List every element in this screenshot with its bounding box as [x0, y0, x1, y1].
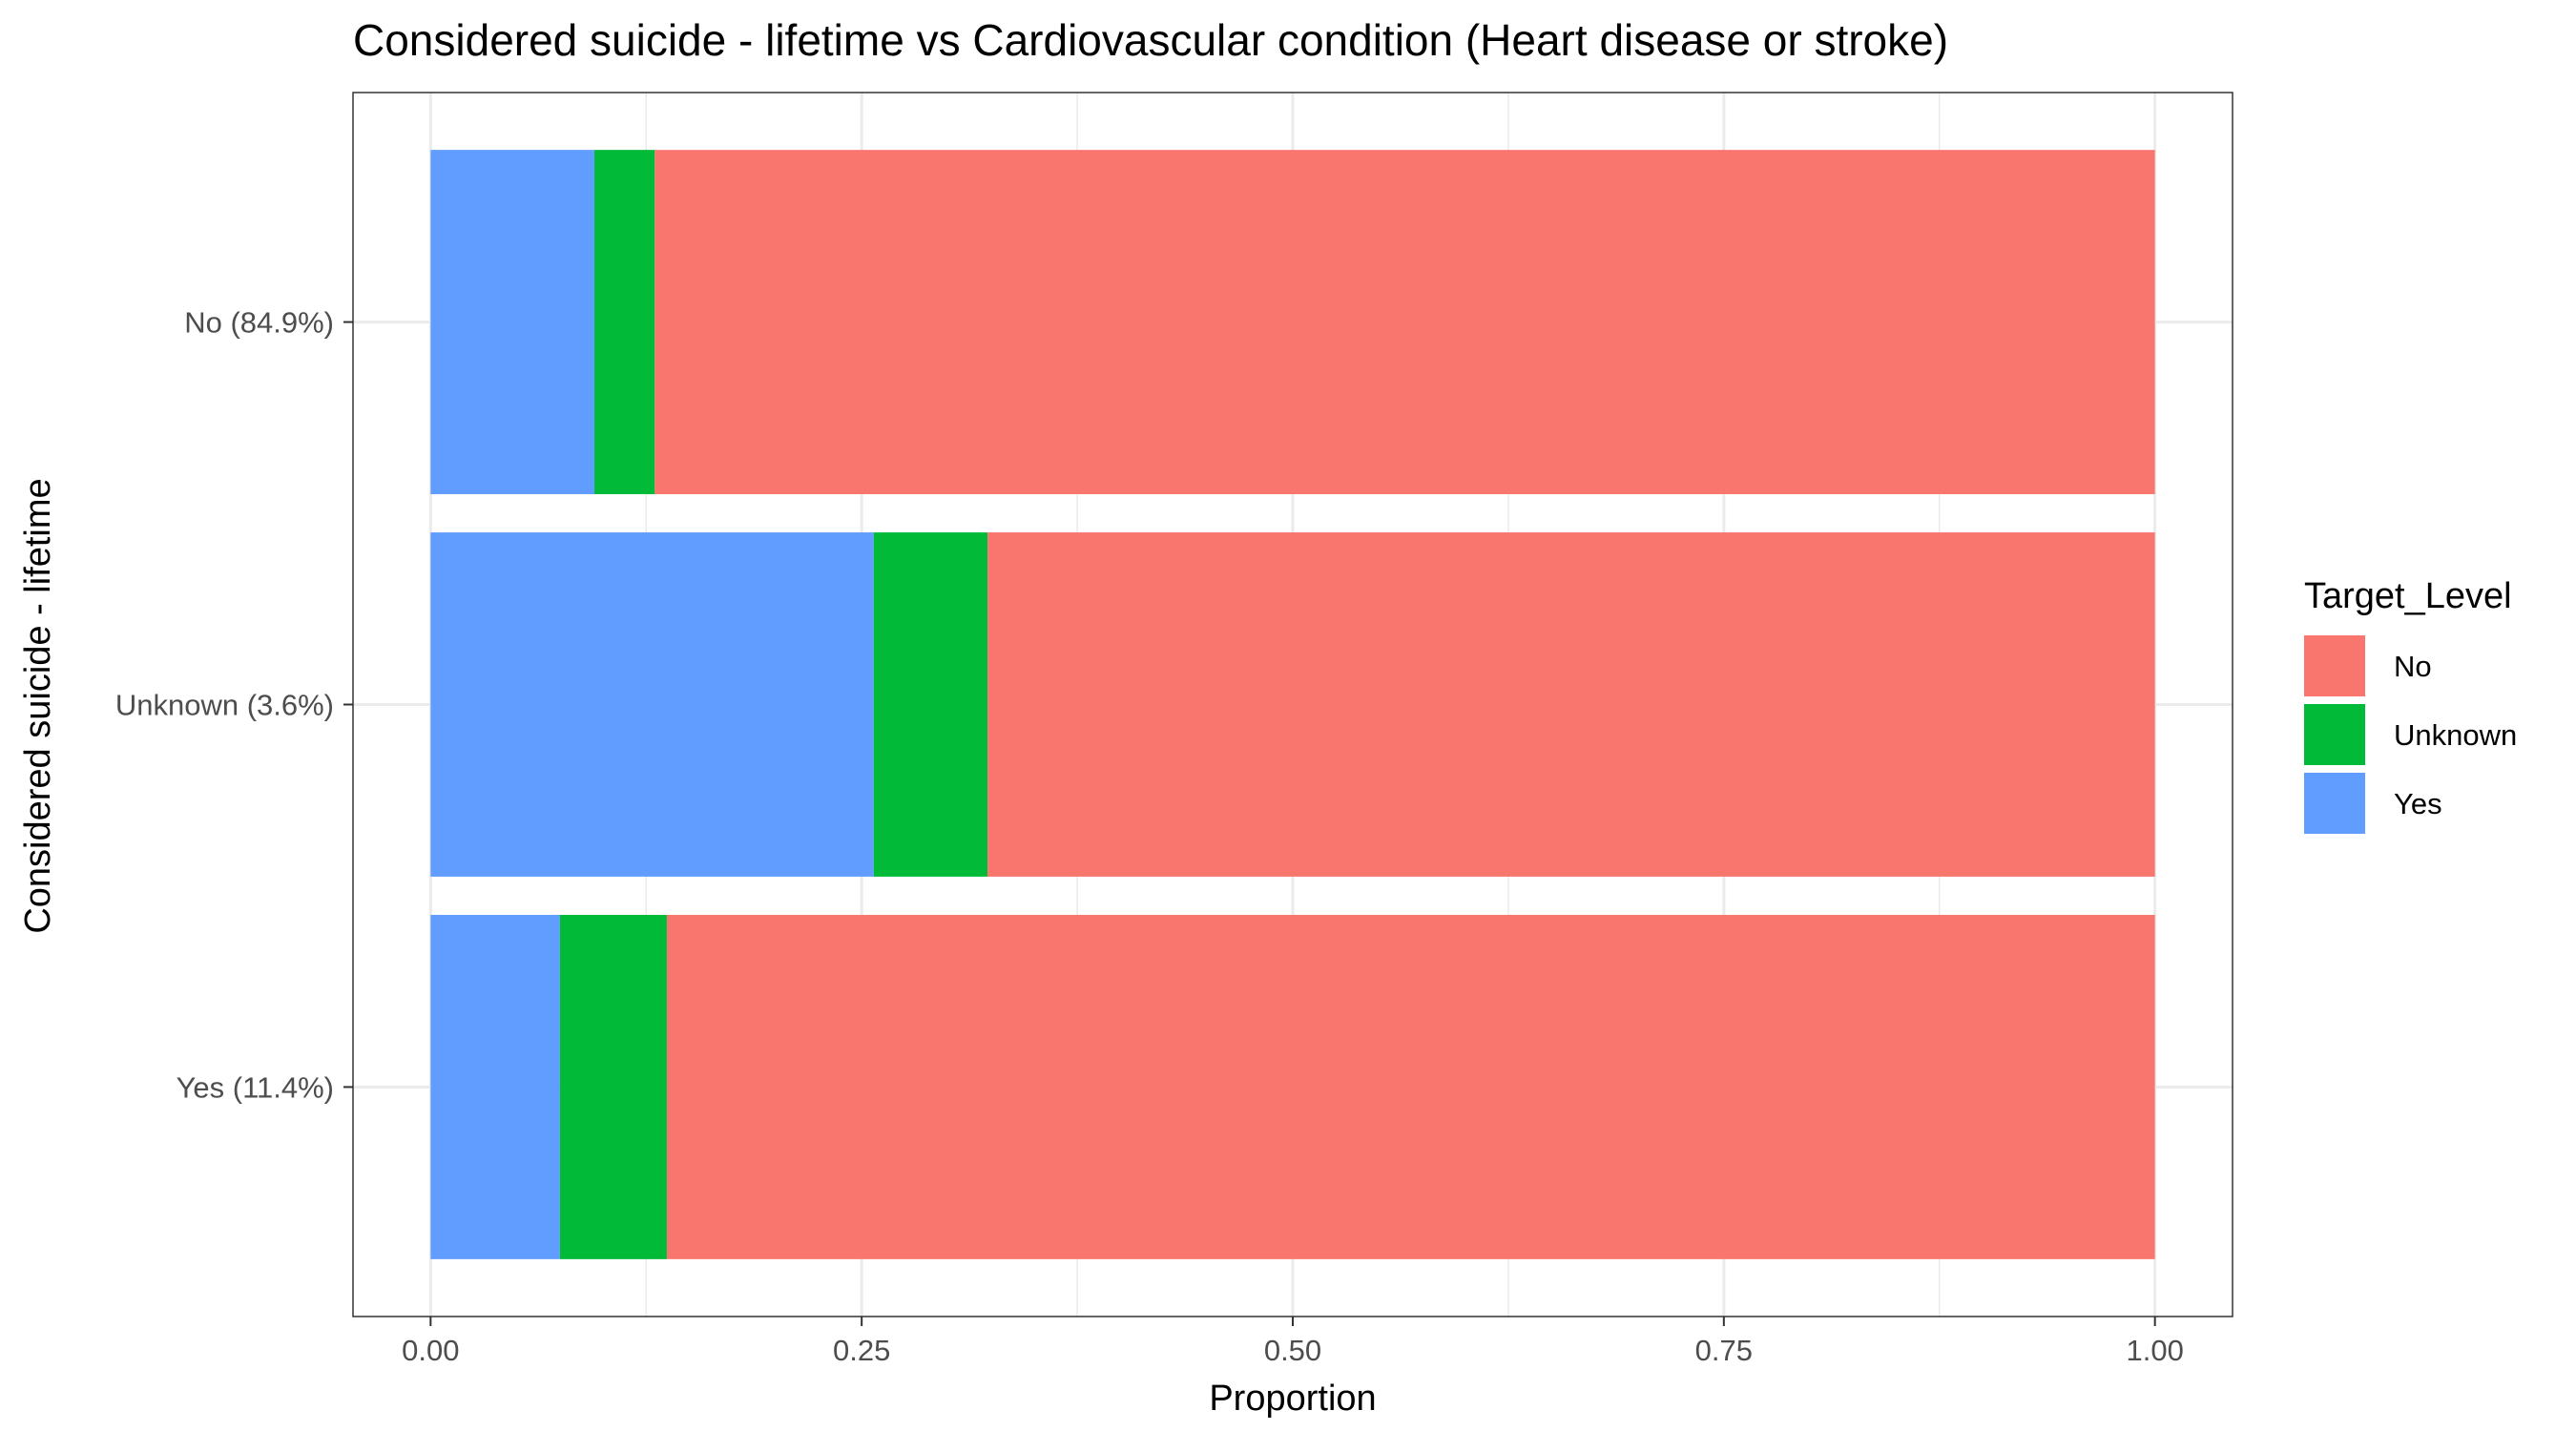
x-tick-label: 0.50	[1264, 1334, 1321, 1367]
bar-no-1	[987, 532, 2155, 877]
y-tick-label: No (84.9%)	[184, 306, 334, 340]
x-axis: 0.00 0.25 0.50 0.75 1.00	[402, 1317, 2184, 1367]
bar-yes-2	[430, 150, 595, 494]
bar-no-2	[654, 150, 2155, 494]
y-tick-label: Yes (11.4%)	[177, 1070, 334, 1104]
legend-key-unknown	[2304, 704, 2365, 765]
legend-key-yes	[2304, 773, 2365, 834]
x-tick-label: 1.00	[2126, 1334, 2183, 1367]
x-tick-label: 0.25	[833, 1334, 890, 1367]
legend-label-unknown: Unknown	[2394, 718, 2517, 752]
y-axis-title: Considered suicide - lifetime	[18, 478, 58, 933]
bar-no-0	[666, 915, 2155, 1259]
legend-label-yes: Yes	[2394, 787, 2442, 820]
x-tick-label: 0.75	[1695, 1334, 1753, 1367]
chart-title: Considered suicide - lifetime vs Cardiov…	[353, 15, 1948, 65]
legend-label-no: No	[2394, 650, 2432, 683]
legend-title: Target_Level	[2304, 576, 2512, 616]
x-axis-title: Proportion	[1209, 1379, 1376, 1419]
bars	[430, 150, 2155, 1259]
bar-yes-1	[430, 532, 874, 877]
plot-area	[352, 92, 2233, 1317]
y-axis: Yes (11.4%) Unknown (3.6%) No (84.9%)	[115, 306, 353, 1104]
bar-unknown-1	[873, 532, 988, 877]
legend: Target_Level No Unknown Yes	[2304, 576, 2517, 834]
bar-unknown-0	[559, 915, 667, 1259]
legend-key-no	[2304, 635, 2365, 696]
x-tick-label: 0.00	[402, 1334, 459, 1367]
bar-unknown-2	[594, 150, 655, 494]
bar-yes-0	[430, 915, 560, 1259]
y-tick-label: Unknown (3.6%)	[115, 689, 334, 722]
